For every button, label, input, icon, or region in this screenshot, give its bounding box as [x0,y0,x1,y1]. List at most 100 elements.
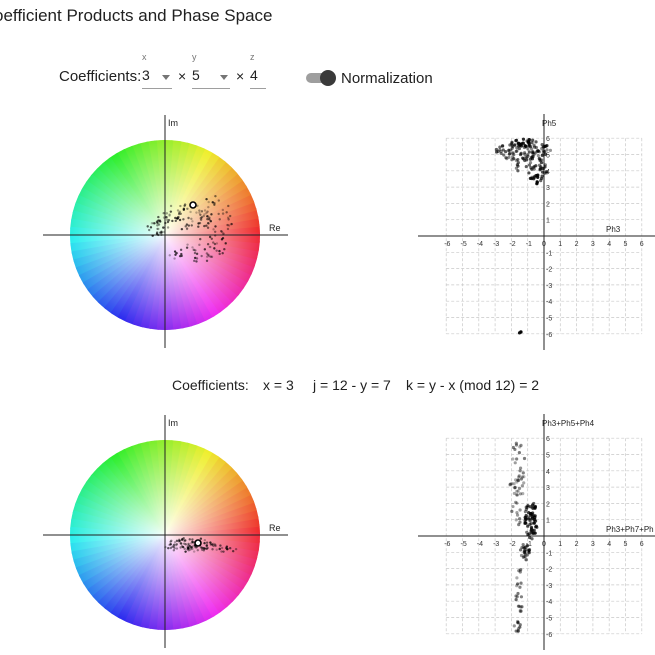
phase-point [507,152,512,156]
trajectory-point [181,545,185,549]
phase-point [516,478,520,482]
phase-point [544,171,549,175]
trajectory-point [211,543,214,546]
phase-point [516,627,521,631]
trajectory-point [179,546,182,549]
phase-point [521,555,526,559]
info-label: Coefficients: [172,377,249,393]
phase-point [522,456,527,461]
x-tick-label: 6 [640,541,644,548]
trajectory-point [191,220,194,223]
y-tick-label: 5 [546,153,550,160]
trajectory-point [177,211,181,214]
trajectory-point [175,547,179,550]
trajectory-point [208,216,211,219]
trajectory-point [218,547,221,551]
trajectory-point [169,543,172,546]
trajectory-point [185,227,189,230]
phase-point [528,160,533,165]
phase-point [519,581,523,585]
complex-wheel-bottom[interactable]: Re Im [40,412,290,652]
phase-point [537,163,542,167]
phase-point [512,153,516,157]
trajectory-point [155,220,159,223]
normalization-toggle[interactable] [306,70,336,86]
toggle-thumb [320,70,336,86]
trajectory-point [168,214,171,217]
phase-point [515,511,519,515]
phase-point [534,525,538,529]
phase-point [516,620,520,625]
phase-point [540,166,544,171]
trajectory-point [156,227,159,231]
trajectory-point [205,252,209,255]
phase-point [516,629,520,633]
trajectory-point [206,210,209,213]
phase-point [515,501,519,505]
trajectory-point [179,212,182,215]
trajectory-point [203,209,207,212]
phase-point [508,483,512,487]
info-k: k = y - x (mod 12) = 2 [406,377,540,393]
y-select-caption: y [192,52,197,62]
trajectory-point [198,243,201,247]
x-axis-label: Ph3 [606,225,621,234]
im-label: Im [168,418,178,428]
z-select[interactable]: z 4 [250,52,266,89]
trajectory-point [186,243,189,246]
trajectory-point [213,202,216,205]
coefficients-label: Coefficients: [59,68,142,85]
phase-point [522,554,526,559]
trajectory-point [226,223,229,227]
trajectory-point [184,550,187,553]
phase-point [519,609,523,613]
trajectory-point [183,203,187,206]
trajectory-point [234,547,238,551]
phase-point [513,447,517,452]
trajectory-point [226,548,229,551]
x-select[interactable]: x 3 [142,52,172,89]
phase-point [521,137,526,141]
trajectory-point [190,224,193,227]
phase-point [527,510,531,515]
phase-point [523,510,528,514]
phase-point [529,527,534,531]
y-tick-label: 6 [546,436,550,443]
trajectory-point [223,248,226,251]
x-tick-label: 4 [607,541,611,548]
trajectory-point [189,548,192,551]
trajectory-point [164,221,167,225]
trajectory-point [184,543,187,546]
trajectory-point [190,538,194,541]
phase-point [507,148,511,152]
trajectory-point [205,211,208,215]
phase-point [528,522,532,527]
trajectory-point [156,231,159,234]
trajectory-point [215,242,219,245]
phase-point [514,500,518,505]
trajectory-point [162,226,165,229]
phase-point [518,623,522,627]
trajectory-point [213,543,217,546]
phase-point [517,523,521,527]
trajectory-point [180,545,184,548]
y-tick-label: -6 [546,332,552,339]
z-select-value: 4 [250,67,258,83]
trajectory-point [225,211,228,214]
trajectory-point [184,539,187,542]
y-tick-label: -4 [546,599,552,606]
y-select[interactable]: y 5 [192,52,230,89]
phase-plot-bottom[interactable]: -6 -5 -4 -3 -2 -1 0 1 2 3 4 5 6-6-5-4-3-2-1123456Ph3… [418,414,655,652]
phase-point [518,508,522,512]
complex-wheel-top[interactable]: Re Im [40,112,290,352]
phase-point [545,144,549,148]
trajectory-point [209,541,212,544]
trajectory-point [170,539,173,543]
phase-plot-top[interactable]: -6 -5 -4 -3 -2 -1 0 1 2 3 4 5 6-6-5-4-3-2-1123456Ph5… [418,114,655,352]
phase-point [516,478,521,483]
trajectory-point [219,544,222,547]
trajectory-point [231,549,235,553]
phase-point [514,149,518,154]
phase-point [534,174,538,178]
trajectory-point [199,237,202,241]
